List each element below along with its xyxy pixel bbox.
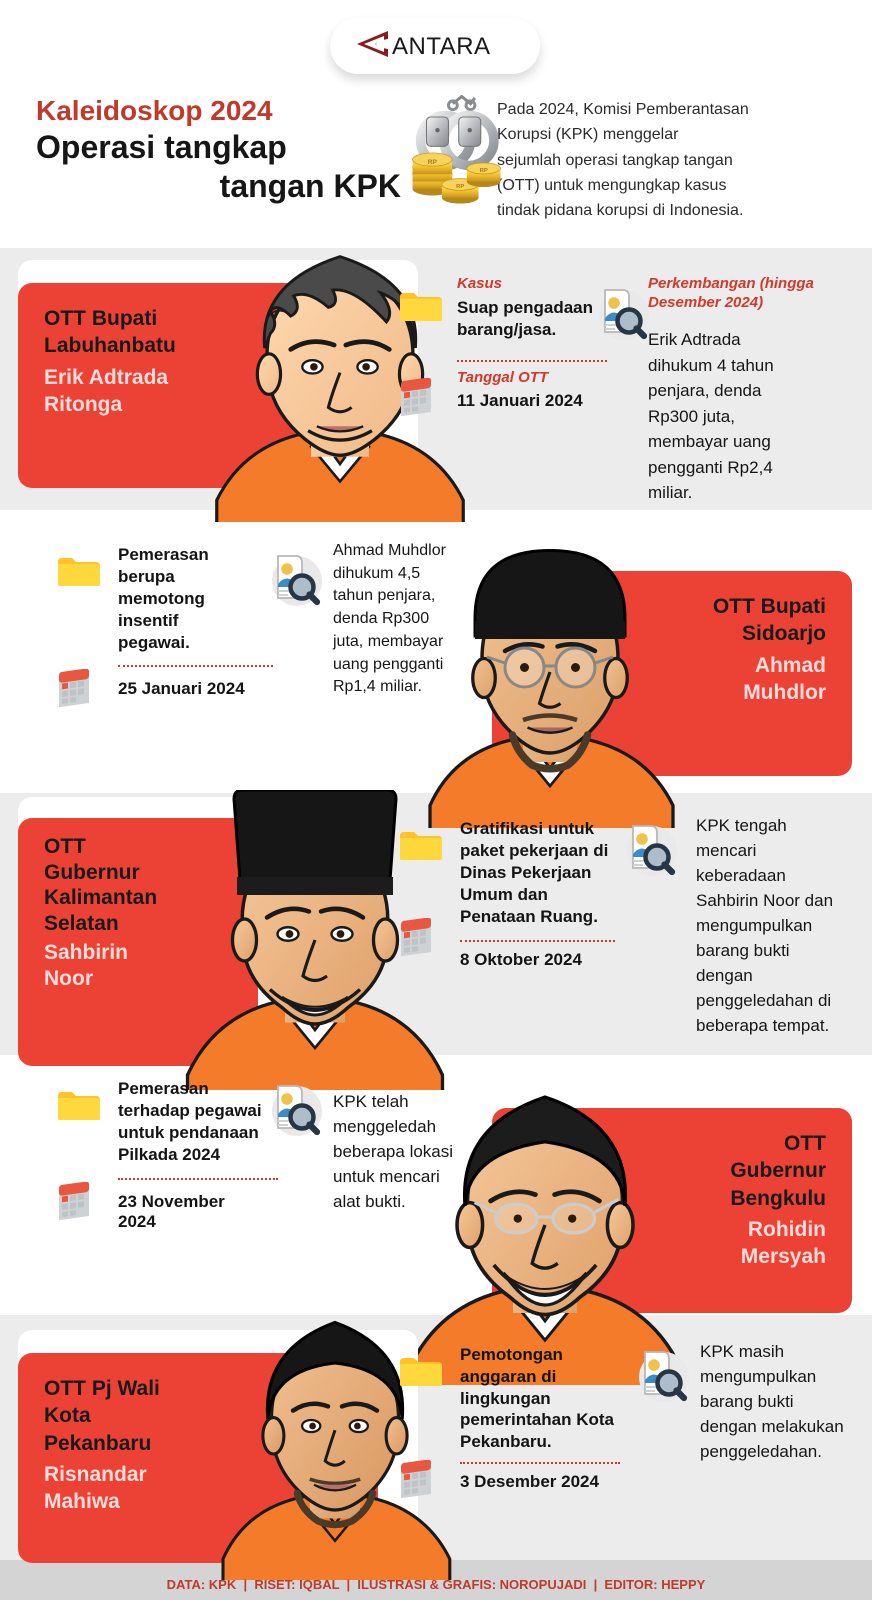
svg-text:RP: RP	[456, 184, 464, 190]
svg-text:RP: RP	[428, 159, 438, 166]
svg-text:RP: RP	[480, 168, 488, 174]
